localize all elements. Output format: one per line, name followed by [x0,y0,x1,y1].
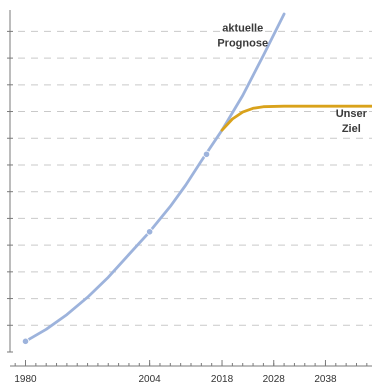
grid [18,30,372,326]
x-tick-label: 2028 [263,374,286,385]
annotation-label-1: Ziel [342,123,361,135]
series-line-1 [220,104,372,132]
data-point [21,337,30,345]
x-tick-label: 2018 [211,374,234,385]
series-line-0 [24,12,286,343]
series-layer [21,12,372,345]
data-point [202,150,211,158]
annotation-label-0: aktuelle [222,22,263,34]
x-tick-label: 2004 [139,374,162,385]
annotations: aktuelle Prognose Unser Ziel [217,22,367,135]
data-point [146,228,154,236]
annotation-label-0: Prognose [217,37,268,49]
y-axis [7,10,13,353]
annotation-label-1: Unser [336,108,368,120]
x-tick-label: 2038 [314,374,337,385]
x-tick-label: 1980 [14,374,37,385]
x-axis: 1980 2004 2018 2028 2038 [10,360,372,385]
